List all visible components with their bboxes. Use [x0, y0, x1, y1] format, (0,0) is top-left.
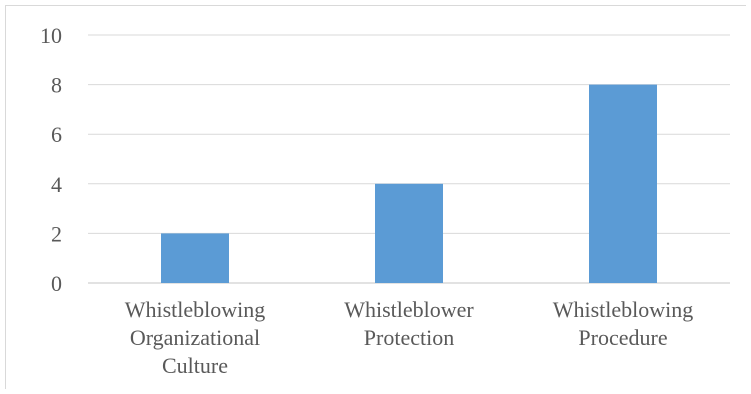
- x-category-label-line: Organizational: [130, 325, 260, 350]
- y-tick-label: 10: [40, 23, 62, 48]
- chart-frame: [5, 5, 746, 389]
- x-category-label-line: Whistleblowing: [553, 297, 694, 322]
- y-tick-label: 4: [51, 172, 62, 197]
- y-tick-label: 0: [51, 271, 62, 296]
- y-tick-label: 2: [51, 221, 62, 246]
- x-category-label-line: Whistleblowing: [125, 297, 266, 322]
- y-axis-ticks: 0 2 4 6 8 10: [40, 23, 62, 296]
- bar-1: [375, 183, 443, 283]
- x-category-label-line: Whistleblower: [344, 297, 474, 322]
- x-axis-labels: Whistleblowing Organizational CultureWhist…: [125, 297, 694, 378]
- y-tick-label: 6: [51, 122, 62, 147]
- x-category-label: Whistleblower Protection: [344, 297, 474, 350]
- x-category-label-line: Procedure: [578, 325, 667, 350]
- x-category-label: Whistleblowing Procedure: [553, 297, 694, 350]
- x-category-label-line: Culture: [162, 353, 228, 378]
- bar-0: [161, 233, 229, 283]
- bar-2: [589, 84, 657, 283]
- x-category-label-line: Protection: [364, 325, 454, 350]
- x-category-label: Whistleblowing Organizational Culture: [125, 297, 266, 378]
- y-tick-label: 8: [51, 73, 62, 98]
- bars: [161, 84, 657, 283]
